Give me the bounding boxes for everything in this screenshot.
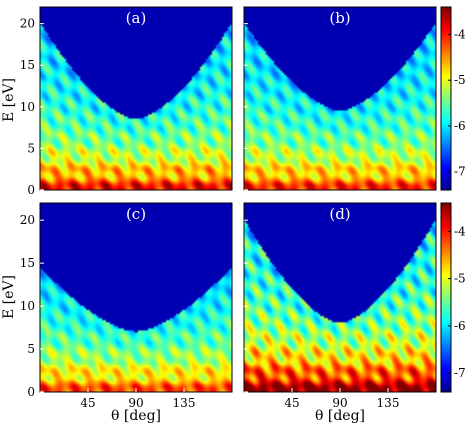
y-axis-label-top: E [eV] bbox=[1, 78, 17, 122]
colorbar-tick-label: -4 bbox=[454, 27, 466, 41]
x-tick-label: 45 bbox=[80, 396, 95, 410]
x-tick-label: 135 bbox=[377, 396, 400, 410]
y-tick-label: 15 bbox=[20, 256, 35, 270]
panel-label-d: (d) bbox=[329, 205, 350, 223]
y-tick-label: 20 bbox=[20, 213, 35, 227]
panel-d: (d) bbox=[243, 202, 437, 393]
panel-a: (a) bbox=[39, 6, 233, 191]
colorbar-top: -4 -5 -6 -7 bbox=[440, 6, 466, 191]
panel-label-a: (a) bbox=[126, 9, 147, 27]
panel-c: (c) bbox=[39, 202, 233, 393]
colorbar-tick-label: -6 bbox=[454, 119, 466, 133]
colorbar-tick-label: -7 bbox=[454, 366, 466, 380]
colorbar-tick-label: -5 bbox=[454, 272, 466, 286]
x-ticks: 45 90 135 45 90 135 bbox=[80, 388, 399, 410]
x-tick-label: 90 bbox=[128, 396, 143, 410]
x-axis-label-right: θ [deg] bbox=[315, 408, 365, 424]
panel-label-b: (b) bbox=[329, 9, 350, 27]
x-tick-label: 90 bbox=[332, 396, 347, 410]
y-tick-label: 10 bbox=[20, 100, 35, 114]
x-tick-label: 45 bbox=[284, 396, 299, 410]
heatmap-a bbox=[40, 7, 232, 190]
colorbar-tick-label: -7 bbox=[454, 165, 466, 179]
colorbar-tick-label: -5 bbox=[454, 73, 466, 87]
panel-b: (b) bbox=[243, 6, 437, 191]
x-axis-label-left: θ [deg] bbox=[111, 408, 161, 424]
y-axis-label-bottom: E [eV] bbox=[1, 275, 17, 319]
y-tick-label: 20 bbox=[20, 17, 35, 31]
heatmap-b bbox=[244, 7, 436, 190]
colorbar-tick-label: -6 bbox=[454, 319, 466, 333]
y-tick-label: 0 bbox=[27, 385, 35, 399]
y-tick-label: 5 bbox=[27, 342, 35, 356]
y-tick-label: 0 bbox=[27, 183, 35, 197]
y-tick-label: 15 bbox=[20, 58, 35, 72]
colorbar-tick-label: -4 bbox=[454, 224, 466, 238]
heatmap-c bbox=[40, 203, 232, 392]
panel-label-c: (c) bbox=[126, 205, 146, 223]
x-tick-label: 135 bbox=[173, 396, 196, 410]
y-tick-label: 5 bbox=[27, 141, 35, 155]
colorbar-bottom: -4 -5 -6 -7 bbox=[440, 202, 466, 393]
y-tick-label: 10 bbox=[20, 299, 35, 313]
y-ticks: 0 5 10 15 20 0 5 10 15 20 bbox=[20, 17, 248, 399]
heatmap-d bbox=[244, 203, 436, 392]
